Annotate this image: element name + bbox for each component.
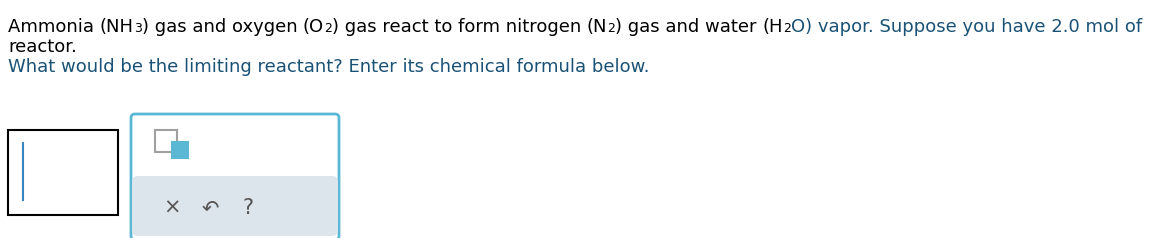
FancyBboxPatch shape <box>131 114 339 238</box>
Text: 2: 2 <box>784 22 791 35</box>
Text: ) gas react to form nitrogen: ) gas react to form nitrogen <box>332 18 587 36</box>
Text: (N: (N <box>587 18 608 36</box>
Bar <box>155 130 177 152</box>
Text: Ammonia: Ammonia <box>8 18 100 36</box>
Text: (NH: (NH <box>100 18 133 36</box>
Text: O) vapor. Suppose you have 2.0 mol of NH: O) vapor. Suppose you have 2.0 mol of NH <box>791 18 1149 36</box>
Text: 2: 2 <box>608 22 616 35</box>
Text: ↶: ↶ <box>201 198 218 218</box>
Text: (O: (O <box>303 18 324 36</box>
Text: ) gas and water: ) gas and water <box>616 18 763 36</box>
Text: 3: 3 <box>133 22 141 35</box>
FancyBboxPatch shape <box>132 176 338 236</box>
Text: reactor.: reactor. <box>8 38 77 56</box>
Bar <box>172 142 188 158</box>
Text: 2: 2 <box>324 22 332 35</box>
Text: ×: × <box>163 198 180 218</box>
Bar <box>8 130 118 215</box>
Text: What would be the limiting reactant? Enter its chemical formula below.: What would be the limiting reactant? Ent… <box>8 58 649 76</box>
Text: ) gas and oxygen: ) gas and oxygen <box>141 18 303 36</box>
Text: ?: ? <box>242 198 254 218</box>
Text: (H: (H <box>763 18 784 36</box>
